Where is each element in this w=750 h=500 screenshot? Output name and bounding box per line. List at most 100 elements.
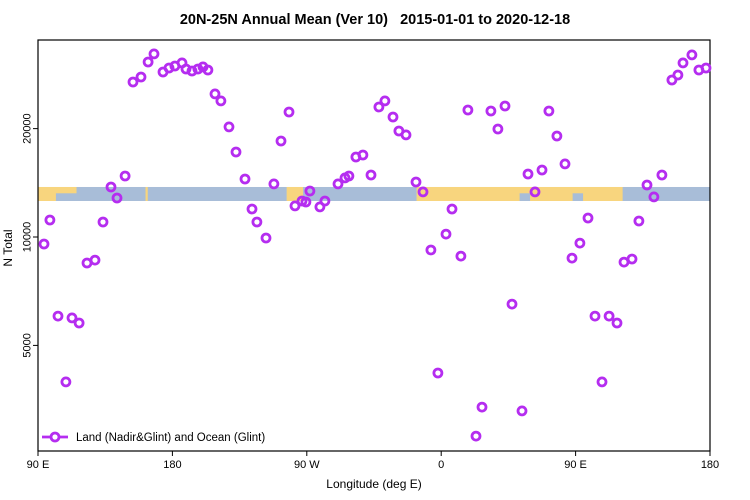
data-point <box>410 176 422 188</box>
data-point <box>52 310 64 322</box>
legend-label: Land (Nadir&Glint) and Ocean (Glint) <box>76 432 265 444</box>
data-point <box>417 186 429 198</box>
data-point <box>89 254 101 266</box>
map-band-land <box>286 186 304 201</box>
x-tick-label: 90 W <box>294 459 320 471</box>
data-point <box>304 185 316 197</box>
data-point <box>446 203 458 215</box>
plot-border <box>37 39 711 452</box>
data-point <box>119 170 131 182</box>
data-point <box>223 121 235 133</box>
data-point <box>365 169 377 181</box>
x-tick-label: 0 <box>438 459 444 471</box>
data-point <box>499 100 511 112</box>
data-point <box>275 135 287 147</box>
data-point <box>209 88 221 100</box>
data-point <box>686 49 698 61</box>
data-point <box>566 252 578 264</box>
data-point <box>111 192 123 204</box>
map-band-coast-notch <box>519 193 531 201</box>
data-point <box>400 129 412 141</box>
data-point <box>343 170 355 182</box>
x-tick-label: 90 E <box>564 459 587 471</box>
data-point <box>476 401 488 413</box>
map-band-land <box>145 186 148 201</box>
data-point <box>332 178 344 190</box>
data-point <box>215 95 227 107</box>
data-point <box>432 367 444 379</box>
data-point <box>596 376 608 388</box>
data-point <box>268 178 280 190</box>
data-point <box>633 215 645 227</box>
data-point <box>603 310 615 322</box>
data-point <box>44 214 56 226</box>
data-point <box>522 168 534 180</box>
y-tick-label: 5000 <box>22 333 34 357</box>
data-point <box>574 237 586 249</box>
data-point <box>559 158 571 170</box>
data-point <box>148 48 160 60</box>
data-point <box>283 106 295 118</box>
y-tick-label: 10000 <box>22 222 34 253</box>
data-point <box>677 57 689 69</box>
data-point <box>142 56 154 68</box>
data-point <box>260 232 272 244</box>
data-point <box>230 146 242 158</box>
x-tick-label: 180 <box>701 459 719 471</box>
data-point <box>105 181 117 193</box>
data-point <box>135 71 147 83</box>
data-point <box>582 212 594 224</box>
legend: Land (Nadir&Glint) and Ocean (Glint) <box>42 431 265 444</box>
y-axis-title: N Total <box>1 229 15 266</box>
data-point <box>387 111 399 123</box>
data-point <box>127 76 139 88</box>
data-point <box>626 253 638 265</box>
data-point <box>192 63 204 75</box>
data-point <box>543 105 555 117</box>
data-point <box>551 130 563 142</box>
data-point <box>97 216 109 228</box>
data-point <box>66 312 78 324</box>
data-point <box>246 203 258 215</box>
data-point <box>38 238 50 250</box>
data-point <box>73 317 85 329</box>
data-point <box>455 250 467 262</box>
data-point <box>589 310 601 322</box>
y-tick-label: 20000 <box>22 113 34 144</box>
data-point <box>470 430 482 442</box>
data-point <box>529 186 541 198</box>
data-point <box>536 164 548 176</box>
data-point <box>319 195 331 207</box>
legend-marker-icon <box>49 431 61 443</box>
plot-area: 90 E 180 90 W 0 90 E 180 5000 10000 20000 <box>22 39 719 471</box>
data-point <box>672 69 684 81</box>
data-point <box>289 200 301 212</box>
data-point <box>357 149 369 161</box>
data-point <box>700 62 712 74</box>
chart-title: 20N-25N Annual Mean (Ver 10) 2015-01-01 … <box>180 12 570 28</box>
map-band-coast-notch <box>55 193 77 201</box>
data-point <box>656 169 668 181</box>
data-point <box>239 173 251 185</box>
x-tick-label: 180 <box>163 459 181 471</box>
data-point <box>251 216 263 228</box>
data-point <box>379 95 391 107</box>
x-axis-title: Longitude (deg E) <box>326 477 421 491</box>
data-point <box>202 64 214 76</box>
data-point <box>492 123 504 135</box>
data-point <box>60 376 72 388</box>
data-point <box>425 244 437 256</box>
data-point <box>648 191 660 203</box>
data-point <box>300 196 312 208</box>
data-point <box>440 228 452 240</box>
data-point <box>462 104 474 116</box>
data-point <box>516 405 528 417</box>
data-point <box>373 101 385 113</box>
x-tick-label: 90 E <box>27 459 50 471</box>
data-point <box>611 317 623 329</box>
data-point <box>485 105 497 117</box>
map-band-coast-notch <box>572 193 584 201</box>
data-point <box>506 298 518 310</box>
